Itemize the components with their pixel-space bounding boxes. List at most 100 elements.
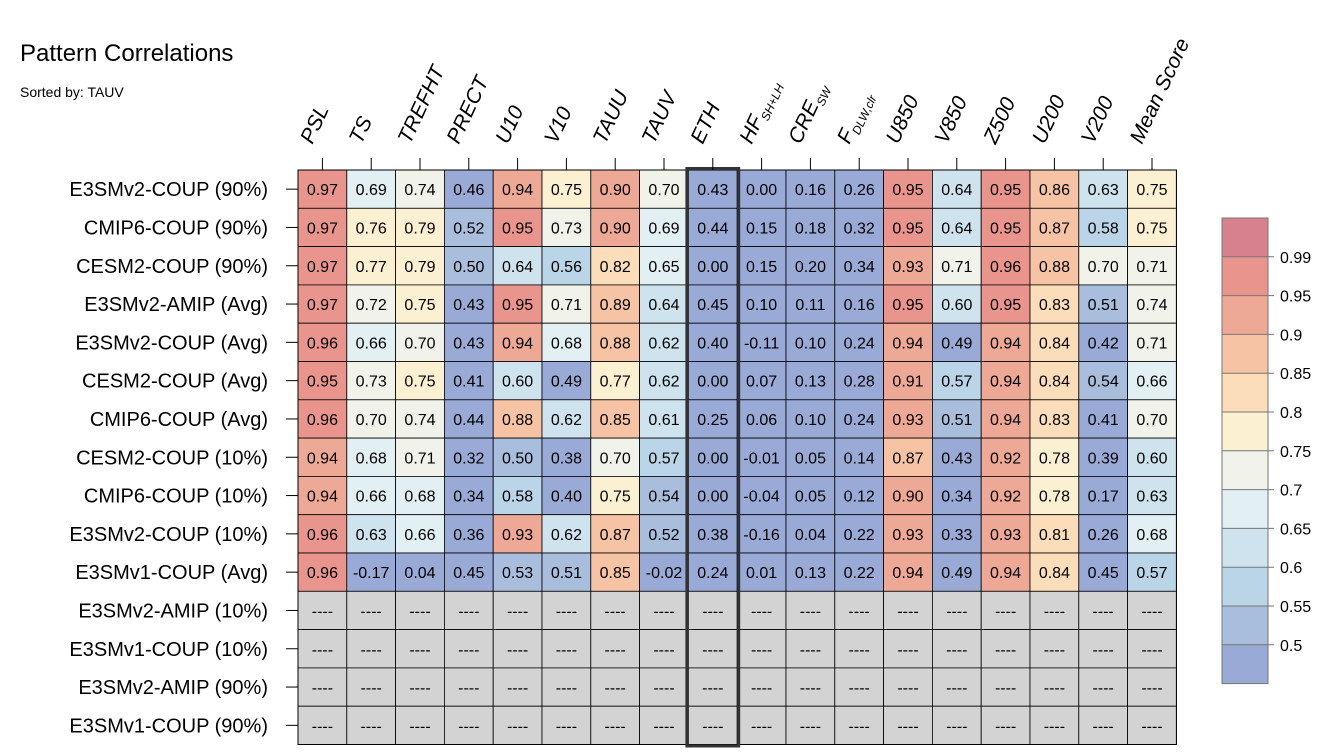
cell-value-label: 0.60	[502, 374, 533, 391]
heatmap-cell	[736, 322, 787, 362]
cell-value-label: ----	[458, 642, 479, 659]
heatmap-cell	[1078, 705, 1129, 745]
cell-value-label: 0.71	[404, 450, 435, 467]
cell-value-label: 0.63	[1136, 489, 1167, 506]
heatmap-cell	[346, 475, 396, 516]
chart-title: Pattern Correlations	[20, 40, 234, 67]
cell-value-label: 0.24	[844, 335, 875, 352]
cell-value-label: 0.95	[892, 297, 923, 314]
cell-value-label: 0.06	[746, 412, 777, 429]
heatmap-cell	[297, 399, 348, 439]
cell-value-label: ----	[946, 642, 967, 659]
cell-value-label: ----	[1093, 718, 1114, 735]
heatmap-cell	[688, 552, 738, 592]
cell-value-label: ----	[361, 642, 382, 659]
heatmap-cell	[541, 667, 592, 707]
cell-value-label: 0.70	[356, 412, 387, 429]
cell-value-label: 0.72	[356, 297, 387, 314]
heatmap-cell	[834, 361, 884, 401]
heatmap-cell	[980, 246, 1031, 286]
heatmap-cell	[785, 361, 836, 401]
heatmap-cell	[346, 514, 396, 554]
cell-value-label: ----	[409, 680, 430, 697]
row-label-cmip6-coup-avg: CMIP6-COUP (Avg)	[90, 409, 268, 431]
cell-value-label: ----	[556, 603, 577, 620]
cell-value-label: 0.78	[1039, 450, 1070, 467]
column-label-u200: U200	[1028, 92, 1070, 148]
cell-value-label: ----	[507, 680, 528, 697]
cell-value-label: ----	[605, 642, 626, 659]
cell-value-label: 0.95	[502, 220, 533, 237]
heatmap-cell	[980, 629, 1031, 669]
cell-value-label: 0.94	[990, 335, 1021, 352]
heatmap-cell	[639, 667, 689, 707]
cell-value-label: 0.88	[1039, 259, 1070, 276]
heatmap-cell	[834, 552, 884, 592]
heatmap-cell	[590, 552, 640, 592]
heatmap-cell	[443, 322, 494, 362]
cell-value-label: ----	[653, 680, 674, 697]
heatmap-cell	[980, 361, 1031, 401]
column-label-tauv: TAUV	[638, 86, 683, 147]
cell-value-label: ----	[751, 718, 772, 735]
cell-value-label: 0.62	[551, 527, 582, 544]
cell-value-label: ----	[1093, 642, 1114, 659]
heatmap-cell	[736, 361, 787, 401]
heatmap-cell	[1078, 552, 1129, 592]
heatmap-cell	[492, 207, 543, 248]
heatmap-cell	[297, 169, 348, 209]
heatmap-cell	[688, 514, 738, 554]
heatmap-cell	[883, 667, 933, 707]
heatmap-cell	[297, 629, 348, 669]
colorbar-tick-label: 0.85	[1280, 366, 1311, 383]
cell-value-label: 0.75	[1136, 220, 1167, 237]
heatmap-cell	[980, 705, 1031, 745]
cell-value-label: ----	[605, 603, 626, 620]
cell-value-label: 0.16	[844, 297, 875, 314]
heatmap-cell	[1078, 475, 1129, 516]
cell-value-label: 0.84	[1039, 565, 1070, 582]
colorbar-tick-label: 0.7	[1280, 483, 1302, 500]
cell-value-label: 0.70	[600, 450, 631, 467]
heatmap-cell	[688, 590, 738, 630]
cell-value-label: 0.94	[307, 450, 338, 467]
cell-value-label: ----	[361, 680, 382, 697]
cell-value-label: 0.04	[404, 565, 435, 582]
cell-value-label: ----	[312, 642, 333, 659]
cell-value-label: 0.24	[844, 412, 875, 429]
cell-value-label: ----	[556, 680, 577, 697]
cell-value-label: ----	[1093, 603, 1114, 620]
heatmap-cell	[297, 437, 348, 477]
cell-value-label: 0.22	[844, 565, 875, 582]
cell-value-label: 0.56	[551, 259, 582, 276]
cell-value-label: 0.54	[1088, 374, 1119, 391]
cell-value-label: 0.00	[697, 489, 728, 506]
cell-value-label: ----	[800, 603, 821, 620]
cell-value-label: 0.71	[551, 297, 582, 314]
column-label-trefht: TREFHT	[394, 60, 451, 147]
heatmap-cell	[590, 705, 640, 745]
cell-value-label: -0.17	[353, 565, 390, 582]
cell-value-label: ----	[1093, 680, 1114, 697]
cell-value-label: 0.79	[404, 259, 435, 276]
heatmap-cell	[1029, 322, 1080, 362]
cell-value-label: 0.97	[307, 220, 338, 237]
cell-value-label: 0.73	[551, 220, 582, 237]
cell-value-label: 0.58	[502, 489, 533, 506]
heatmap-cell	[346, 590, 396, 630]
heatmap-cell	[395, 705, 445, 745]
cell-value-label: ----	[800, 642, 821, 659]
cell-value-label: ----	[702, 680, 723, 697]
cell-value-label: 0.94	[990, 412, 1021, 429]
heatmap-cell	[980, 437, 1031, 477]
heatmap-cell	[443, 667, 494, 707]
heatmap-cell	[1078, 169, 1129, 209]
row-label-cesm2-coup-10: CESM2-COUP (10%)	[76, 447, 268, 469]
cell-value-label: 0.95	[502, 297, 533, 314]
column-label-v200: V200	[1077, 93, 1119, 147]
cell-value-label: 0.51	[1088, 297, 1119, 314]
cell-value-label: 0.26	[1088, 527, 1119, 544]
cell-value-label: 0.69	[356, 182, 387, 199]
heatmap-cell	[395, 437, 445, 477]
heatmap-cell	[492, 475, 543, 516]
